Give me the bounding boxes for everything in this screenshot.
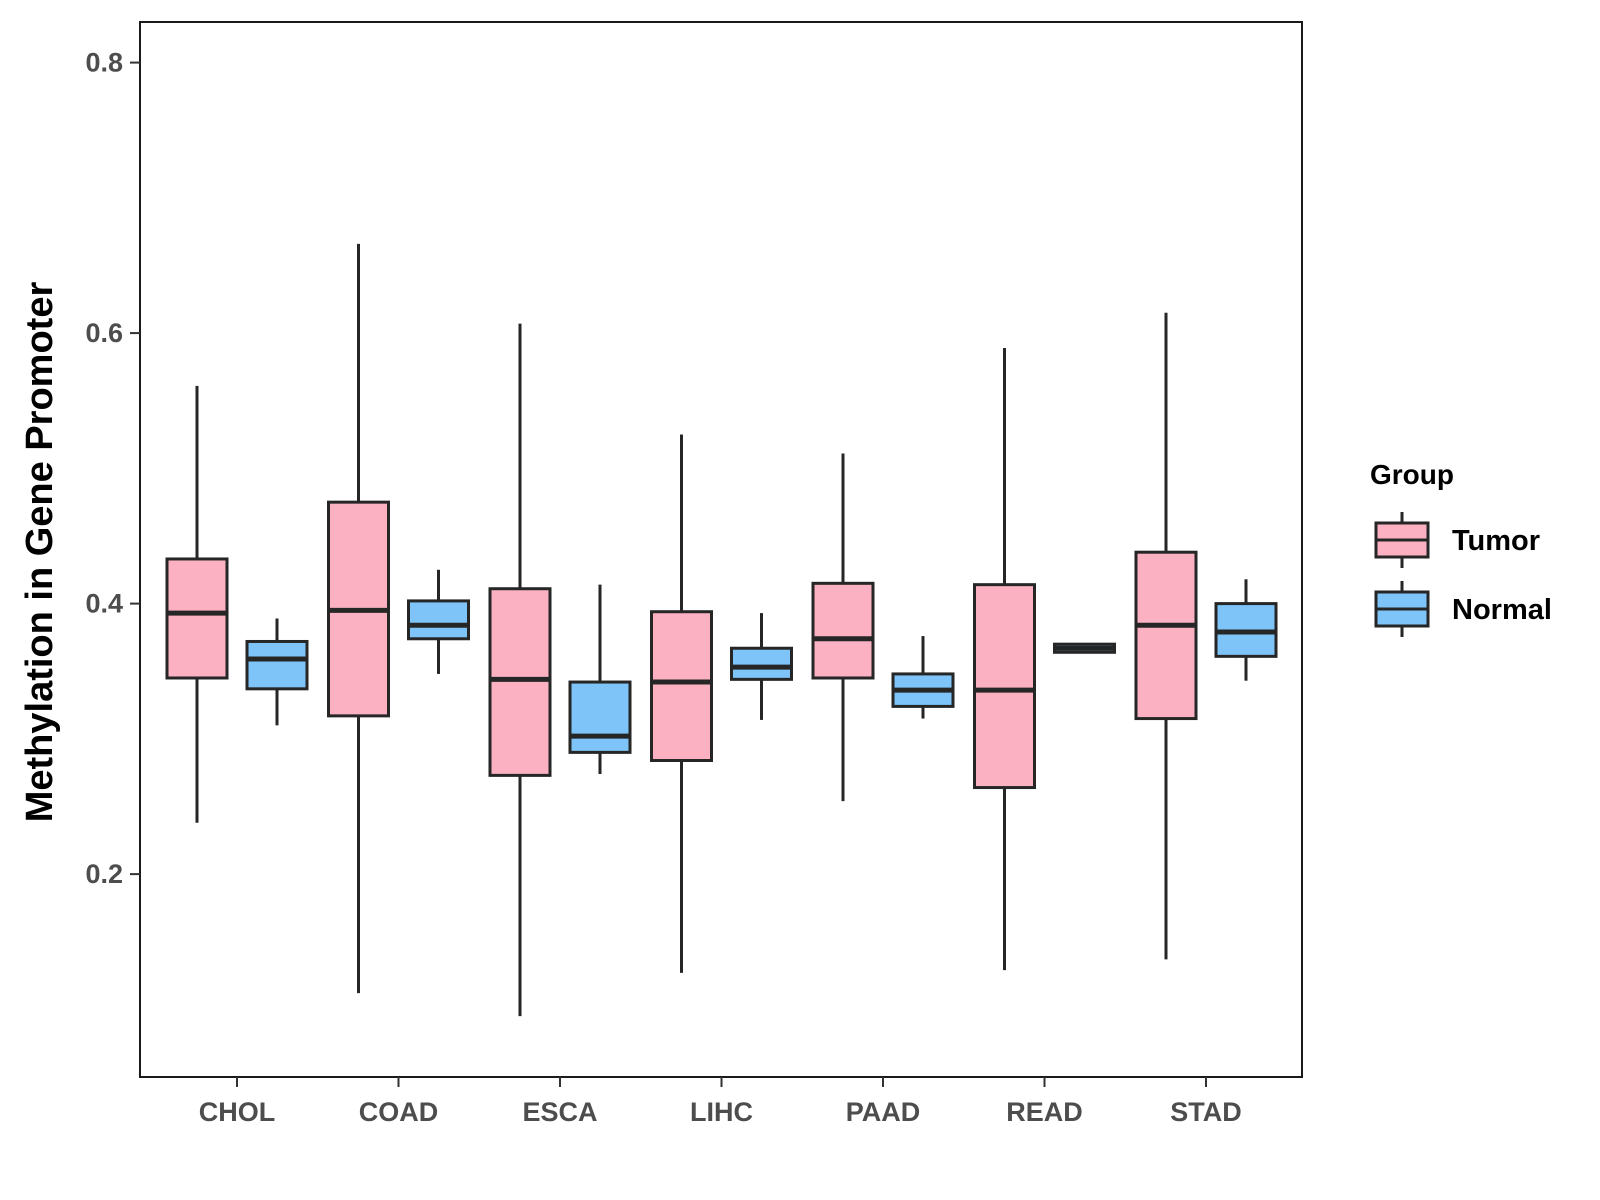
x-axis: CHOL COAD ESCA LIHC PAAD READ STAD	[199, 1077, 1242, 1127]
x-tick-label: COAD	[359, 1097, 439, 1127]
box-normal-paad	[891, 636, 955, 719]
y-tick-label: 0.6	[85, 318, 123, 348]
box-tumor-read	[973, 347, 1036, 971]
box-tumor-chol	[165, 385, 229, 823]
x-tick-label: LIHC	[690, 1097, 753, 1127]
box-body	[165, 557, 229, 680]
legend-label-tumor: Tumor	[1452, 525, 1540, 557]
y-axis: 0.2 0.4 0.6 0.8	[85, 48, 140, 889]
x-tick-label: PAAD	[846, 1097, 921, 1127]
box-tumor-stad	[1134, 312, 1198, 960]
box-tumor-coad	[327, 243, 390, 994]
box-body	[973, 583, 1036, 790]
y-tick-label: 0.2	[85, 859, 123, 889]
legend: Group Tumor Normal	[1370, 459, 1552, 637]
y-tick-label: 0.8	[85, 48, 123, 78]
box-body	[245, 639, 309, 691]
box-body	[1134, 550, 1198, 721]
x-tick-label: STAD	[1170, 1097, 1242, 1127]
box-normal-coad	[407, 569, 470, 674]
box-body	[568, 680, 632, 754]
legend-key-tumor	[1374, 512, 1430, 568]
box-normal-chol	[245, 618, 309, 726]
box-series	[165, 243, 1278, 1017]
box-tumor-esca	[488, 323, 552, 1017]
y-axis-title: Methylation in Gene Promoter	[19, 282, 61, 823]
box-body	[650, 610, 713, 763]
x-tick-label: CHOL	[199, 1097, 276, 1127]
x-tick-label: ESCA	[522, 1097, 597, 1127]
box-tumor-lihc	[650, 434, 713, 973]
box-body	[488, 587, 552, 777]
y-tick-label: 0.4	[85, 589, 123, 619]
box-normal-esca	[568, 584, 632, 775]
box-body	[811, 581, 875, 680]
x-tick-label: READ	[1006, 1097, 1083, 1127]
legend-key-normal	[1374, 581, 1430, 637]
box-body	[730, 646, 793, 681]
legend-label-normal: Normal	[1452, 594, 1552, 626]
box-normal-stad	[1214, 579, 1278, 681]
box-body	[407, 599, 470, 641]
legend-title: Group	[1370, 459, 1454, 490]
box-normal-lihc	[730, 613, 793, 720]
box-tumor-paad	[811, 453, 875, 802]
box-normal-read	[1053, 642, 1116, 654]
plot-panel	[139, 21, 1303, 1078]
